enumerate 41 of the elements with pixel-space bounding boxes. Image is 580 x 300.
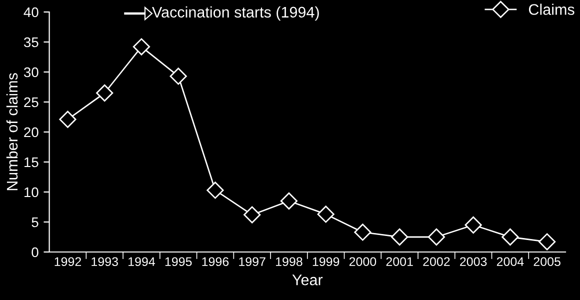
point [428, 228, 445, 246]
x-axis-title: Year [292, 274, 323, 286]
x-tick-label: 1994 [128, 257, 156, 266]
x-tick-label: 2002 [423, 257, 450, 266]
x-tick-label: 1996 [202, 257, 229, 266]
x-tick-label: 2001 [386, 257, 413, 266]
x-tick-label: 1995 [165, 257, 192, 266]
point [502, 228, 519, 246]
point [96, 84, 114, 102]
x-tick-label: 1992 [54, 257, 82, 266]
x-tick-label: 1997 [239, 257, 266, 266]
legend-label: Claims [528, 4, 574, 15]
x-tick-label: 1998 [276, 257, 302, 266]
x-tick-label: 1993 [92, 257, 118, 266]
y-tick-label: 20 [24, 127, 38, 138]
y-tick-label: 40 [24, 7, 38, 18]
x-tick-label: 2003 [460, 257, 487, 266]
x-tick-label: 2005 [534, 257, 560, 266]
point [391, 228, 408, 246]
point [317, 206, 334, 223]
point [538, 233, 556, 250]
point [59, 110, 76, 128]
point [244, 206, 261, 224]
y-tick-label: 5 [32, 217, 38, 228]
point [280, 192, 298, 210]
point [206, 182, 224, 199]
x-tick-label: 1999 [312, 257, 340, 266]
y-tick-label: 35 [24, 37, 38, 48]
x-tick-label: 2004 [496, 257, 524, 266]
x-tick-label: 2000 [349, 257, 376, 266]
y-tick-label: 0 [32, 247, 38, 258]
point [354, 224, 372, 241]
point [132, 38, 150, 56]
point [170, 68, 187, 85]
y-axis-title: Number of claims [6, 73, 18, 190]
y-tick-label: 10 [24, 187, 38, 198]
point [464, 216, 482, 234]
y-tick-label: 30 [24, 67, 38, 78]
y-tick-label: 15 [24, 157, 38, 168]
y-tick-label: 25 [24, 97, 38, 108]
annotation: Vaccination starts (1994) [152, 6, 319, 21]
